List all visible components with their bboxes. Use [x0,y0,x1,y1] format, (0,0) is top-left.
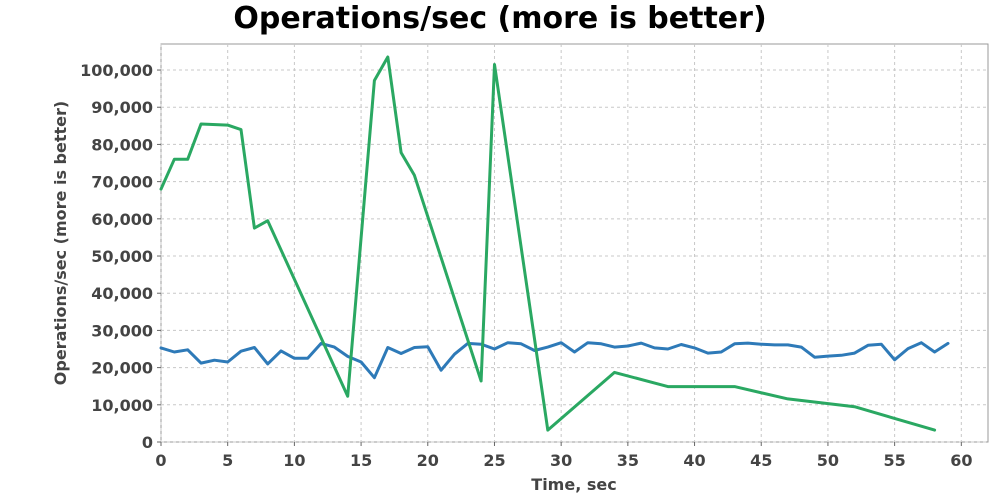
y-tick-label: 80,000 [91,135,153,154]
chart-title: Operations/sec (more is better) [233,1,766,36]
y-tick-label: 10,000 [91,396,153,415]
x-tick-label: 55 [883,451,905,470]
y-tick-label: 60,000 [91,210,153,229]
x-tick-label: 5 [222,451,233,470]
x-tick-label: 15 [350,451,372,470]
x-tick-label: 45 [750,451,772,470]
y-tick-label: 0 [142,433,153,452]
x-tick-label: 0 [155,451,166,470]
x-tick-label: 10 [283,451,305,470]
x-axis-label: Time, sec [531,475,616,494]
y-tick-label: 20,000 [91,359,153,378]
y-tick-label: 40,000 [91,284,153,303]
x-tick-label: 35 [617,451,639,470]
x-tick-label: 20 [417,451,439,470]
y-tick-label: 100,000 [80,61,153,80]
series-line-2 [159,55,937,432]
x-tick-label: 30 [550,451,572,470]
y-axis-label: Operations/sec (more is better) [51,101,70,385]
y-tick-label: 50,000 [91,247,153,266]
axes: 0 5 10 15 20 25 30 35 40 45 50 55 60 0 10,000 20,000 30,… [80,61,972,470]
series-layer [159,55,950,432]
grid-lines [160,44,988,443]
y-tick-label: 90,000 [91,98,153,117]
x-tick-label: 25 [483,451,505,470]
x-tick-label: 60 [950,451,972,470]
x-tick-label: 40 [683,451,705,470]
y-tick-label: 70,000 [91,173,153,192]
y-tick-label: 30,000 [91,321,153,340]
series-line-1 [159,341,950,380]
plot-area [160,43,989,443]
x-tick-label: 50 [817,451,839,470]
